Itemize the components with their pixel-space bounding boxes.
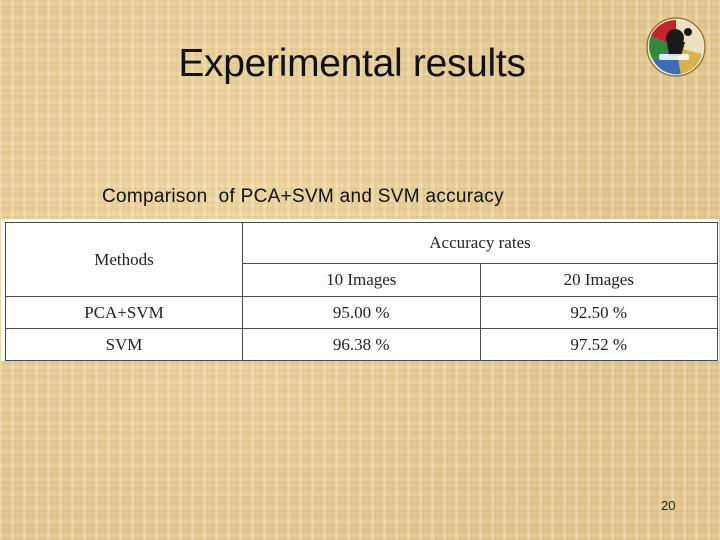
table-row: SVM 96.38 % 97.52 % bbox=[5, 328, 718, 361]
row-value: 92.50 % bbox=[479, 296, 718, 329]
slide-subtitle: Comparison of PCA+SVM and SVM accuracy bbox=[102, 186, 504, 207]
page-number: 20 bbox=[661, 498, 676, 513]
table-row: PCA+SVM 95.00 % 92.50 % bbox=[5, 296, 718, 329]
subheader-20-images: 20 Images bbox=[479, 263, 718, 297]
results-table-panel: Methods Accuracy rates 10 Images 20 Imag… bbox=[1, 219, 719, 361]
slide-title: Experimental results bbox=[178, 42, 526, 85]
subheader-10-images: 10 Images bbox=[242, 263, 481, 297]
university-crest-icon bbox=[646, 17, 706, 77]
row-value: 96.38 % bbox=[242, 328, 481, 361]
row-value: 95.00 % bbox=[242, 296, 481, 329]
results-table: Methods Accuracy rates 10 Images 20 Imag… bbox=[5, 222, 718, 361]
row-method: SVM bbox=[5, 328, 243, 361]
header-accuracy-rates: Accuracy rates bbox=[242, 222, 718, 264]
row-value: 97.52 % bbox=[479, 328, 718, 361]
table-subheader-row: 10 Images 20 Images bbox=[6, 263, 718, 297]
row-method: PCA+SVM bbox=[5, 296, 243, 329]
table-header-row: Methods Accuracy rates bbox=[5, 222, 718, 297]
header-methods: Methods bbox=[5, 222, 243, 297]
